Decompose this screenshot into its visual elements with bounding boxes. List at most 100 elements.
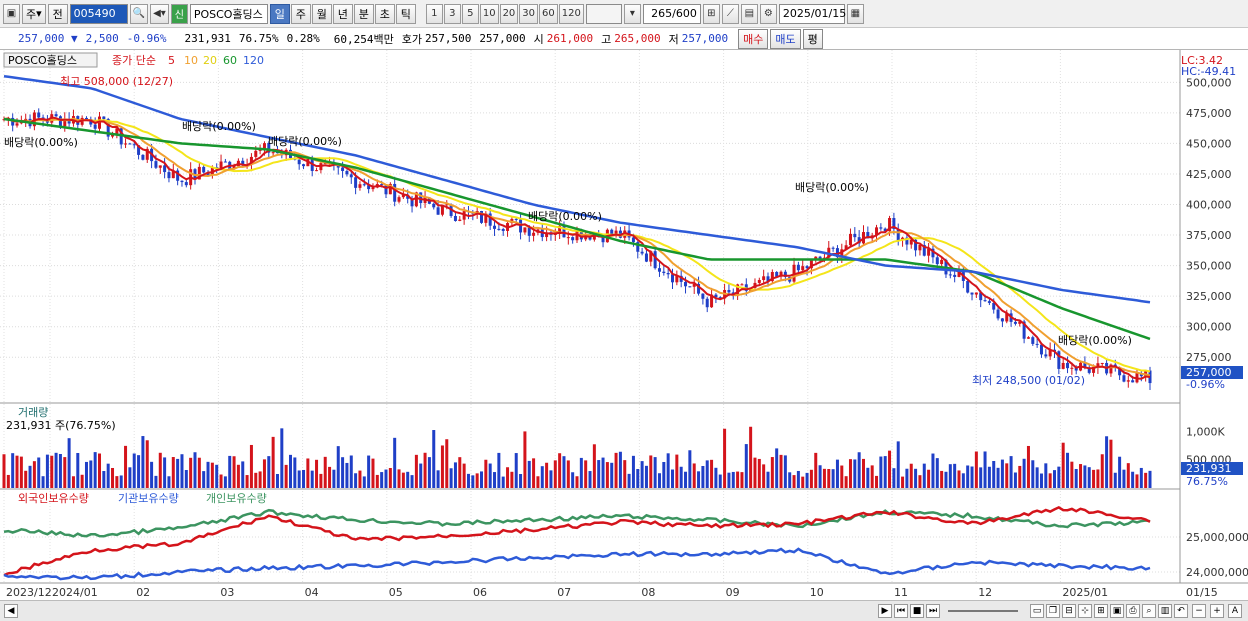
undo-icon[interactable]: ↶	[1174, 604, 1188, 618]
volume-bar	[848, 459, 852, 488]
skip-forward-icon[interactable]: ⏭	[926, 604, 940, 618]
zoom-slider[interactable]	[948, 610, 1018, 612]
volume-bar	[644, 465, 648, 488]
copy-icon[interactable]: ❐	[1046, 604, 1060, 618]
period-tab[interactable]: 월	[311, 3, 332, 24]
interval-input[interactable]	[585, 3, 622, 24]
sell-button[interactable]: 매도	[770, 28, 801, 49]
candle-body	[1061, 362, 1065, 369]
interval-button[interactable]: 10	[479, 3, 499, 24]
volume-bar	[245, 475, 249, 488]
candle-body	[775, 272, 779, 277]
volume-bar	[1061, 442, 1065, 488]
tile-icon[interactable]: ⊟	[1062, 604, 1076, 618]
pause-icon[interactable]: ■	[910, 604, 924, 618]
period-tab[interactable]: 분	[353, 3, 374, 24]
volume-bar	[141, 436, 145, 488]
candle-body	[336, 164, 340, 168]
candle-body	[80, 117, 84, 125]
volume-bar	[1044, 463, 1048, 488]
zoom-search-icon[interactable]: ⌕	[1142, 604, 1156, 618]
chevron-down-icon[interactable]: ▾	[623, 3, 641, 24]
volume-bar	[840, 465, 844, 488]
candle-body	[1066, 362, 1070, 369]
gear-icon[interactable]: ⚙	[759, 3, 777, 24]
candle-body	[358, 184, 362, 188]
candle-body	[367, 185, 371, 190]
holdings-panel[interactable]	[3, 505, 1151, 581]
crosshair-icon[interactable]: ⊹	[1078, 604, 1092, 618]
skip-back-icon[interactable]: ⏮	[894, 604, 908, 618]
candle-body	[1031, 337, 1035, 344]
interval-button[interactable]: 30	[519, 3, 539, 24]
volume-bar	[1000, 459, 1004, 488]
scroll-right-icon[interactable]: ▶	[878, 604, 892, 618]
institution-holdings-line	[3, 547, 1151, 581]
candle-body	[879, 227, 883, 229]
scroll-left-icon[interactable]: ◀	[4, 604, 18, 618]
candle-body	[410, 198, 414, 207]
candle-body	[974, 292, 978, 295]
font-size-icon[interactable]: A	[1228, 604, 1242, 618]
chart-area[interactable]: 500,000 475,000 450,000 425,000 400,000 375,0…	[0, 50, 1248, 600]
period-tab[interactable]: 년	[332, 3, 353, 24]
volume-bar	[723, 428, 727, 488]
time-tick-label: 09	[726, 586, 740, 599]
candle-body	[345, 170, 349, 175]
interval-button[interactable]: 120	[558, 3, 584, 24]
trendline-icon[interactable]: ⟋	[721, 3, 739, 24]
volume-bar	[940, 470, 944, 488]
interval-button[interactable]: 3	[443, 3, 461, 24]
image-icon[interactable]: ▥	[1158, 604, 1172, 618]
period-tab[interactable]: 초	[374, 3, 395, 24]
grid-icon[interactable]: ⊞	[1094, 604, 1108, 618]
count-field[interactable]: 265/600	[642, 3, 701, 24]
calendar-icon[interactable]: ▦	[846, 3, 864, 24]
print-icon[interactable]: ⎙	[1126, 604, 1140, 618]
candle-body	[532, 232, 536, 236]
lock-icon[interactable]: ▣	[1110, 604, 1124, 618]
indicator-icon[interactable]: ⊞	[702, 3, 720, 24]
candle-body	[927, 248, 931, 256]
interval-button[interactable]: 1	[425, 3, 443, 24]
price-panel[interactable]	[2, 74, 1152, 391]
search-icon[interactable]: 🔍	[129, 3, 149, 24]
volume-bar	[731, 471, 735, 488]
layout-icon[interactable]: ▣	[3, 3, 20, 24]
period-tab[interactable]: 틱	[395, 3, 416, 24]
volume-bar	[84, 461, 88, 488]
save-icon[interactable]: ▤	[740, 3, 758, 24]
volume-bar	[1079, 464, 1083, 488]
candle-body	[1044, 354, 1048, 357]
candle-body	[671, 274, 674, 283]
candle-body	[401, 194, 405, 198]
buy-button[interactable]: 매수	[738, 28, 769, 49]
date-input[interactable]: 2025/01/15	[778, 3, 846, 24]
zoom-in-icon[interactable]: +	[1210, 604, 1224, 618]
volume-info: 231,931 주(76.75%)	[6, 419, 116, 432]
shin-button[interactable]: 신	[170, 3, 188, 24]
interval-button[interactable]: 60	[539, 3, 558, 24]
volume-bar	[154, 475, 158, 488]
volume-bar	[740, 472, 744, 488]
candle-body	[1100, 362, 1104, 364]
scroll-bar[interactable]: ◀ ▶ ⏮ ■ ⏭ ▭ ❐ ⊟ ⊹ ⊞ ▣ ⎙ ⌕ ▥ ↶ − + A	[0, 600, 1248, 621]
avg-button[interactable]: 평	[802, 28, 823, 49]
volume-bar	[102, 471, 106, 488]
interval-button[interactable]: 20	[499, 3, 519, 24]
interval-button[interactable]: 5	[461, 3, 479, 24]
zoom-out-icon[interactable]: −	[1192, 604, 1206, 618]
period-tab[interactable]: 주	[290, 3, 311, 24]
volume-bar	[575, 476, 579, 488]
window-icon[interactable]: ▭	[1030, 604, 1044, 618]
candle-body	[1118, 367, 1122, 376]
candle-body	[1022, 321, 1026, 339]
volume-bar	[262, 459, 266, 488]
foreign-holdings-line	[3, 505, 1151, 577]
prev-button[interactable]: 전	[47, 3, 68, 24]
market-select[interactable]: 주 ▾	[22, 3, 46, 24]
speaker-icon[interactable]: ◀▾	[150, 3, 169, 24]
period-tab[interactable]: 일	[269, 3, 290, 24]
stock-code-input[interactable]: 005490	[69, 3, 128, 24]
volume-panel[interactable]	[2, 426, 1152, 488]
